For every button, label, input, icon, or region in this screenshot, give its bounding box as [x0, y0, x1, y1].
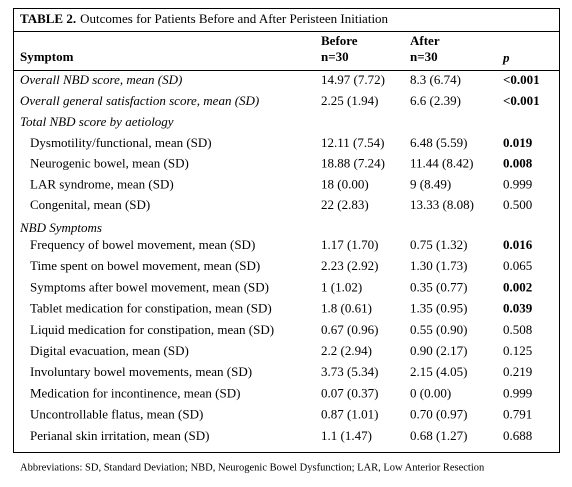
- before-value: 22 (2.83): [321, 197, 369, 212]
- header-after: After: [410, 33, 440, 48]
- p-value: 0.999: [503, 176, 532, 191]
- title-label: TABLE 2.: [20, 11, 76, 26]
- footnote: Abbreviations: SD, Standard Deviation; N…: [20, 462, 485, 473]
- row-label: Involuntary bowel movements, mean (SD): [30, 364, 252, 379]
- row-label: Liquid medication for constipation, mean…: [30, 322, 274, 337]
- title-text: Outcomes for Patients Before and After P…: [80, 11, 388, 26]
- row-label: Tablet medication for constipation, mean…: [30, 301, 272, 316]
- after-value: 1.30 (1.73): [410, 258, 467, 273]
- before-value: 1 (1.02): [321, 279, 362, 294]
- p-value: 0.500: [503, 197, 532, 212]
- p-value: 0.019: [503, 135, 533, 150]
- before-value: 0.87 (1.01): [321, 407, 378, 422]
- row-label: Symptoms after bowel movement, mean (SD): [30, 279, 269, 294]
- p-value: 0.125: [503, 343, 532, 358]
- before-value: 0.07 (0.37): [321, 385, 378, 400]
- after-value: 0.55 (0.90): [410, 322, 467, 337]
- before-value: 1.1 (1.47): [321, 428, 372, 443]
- row-label: Perianal skin irritation, mean (SD): [30, 428, 209, 443]
- before-value: 2.25 (1.94): [321, 93, 378, 108]
- after-value: 0.68 (1.27): [410, 428, 467, 443]
- p-value: 0.508: [503, 322, 532, 337]
- row-label: Time spent on bowel movement, mean (SD): [30, 258, 260, 273]
- p-value: <0.001: [503, 72, 540, 87]
- p-value: 0.002: [503, 279, 532, 294]
- after-value: 0.75 (1.32): [410, 237, 467, 252]
- row-label: Neurogenic bowel, mean (SD): [30, 156, 189, 171]
- p-value: 0.039: [503, 301, 533, 316]
- table-border: [13, 8, 560, 453]
- row-label: LAR syndrome, mean (SD): [30, 176, 174, 191]
- p-value: 0.016: [503, 237, 533, 252]
- p-value: <0.001: [503, 93, 540, 108]
- p-value: 0.008: [503, 156, 533, 171]
- before-value: 2.2 (2.94): [321, 343, 372, 358]
- header-symptom: Symptom: [20, 49, 74, 64]
- header-before-n: n=30: [321, 49, 349, 64]
- row-label: Medication for incontinence, mean (SD): [30, 385, 240, 400]
- before-value: 1.17 (1.70): [321, 237, 378, 252]
- before-value: 2.23 (2.92): [321, 258, 378, 273]
- table-title: TABLE 2. Outcomes for Patients Before and…: [20, 11, 389, 26]
- p-value: 0.065: [503, 258, 532, 273]
- group-title: Total NBD score by aetiology: [20, 114, 174, 129]
- p-value: 0.999: [503, 385, 532, 400]
- row-label: Uncontrollable flatus, mean (SD): [30, 407, 203, 422]
- after-value: 8.3 (6.74): [410, 72, 461, 87]
- after-value: 11.44 (8.42): [410, 156, 473, 171]
- header-p: p: [502, 50, 510, 65]
- after-value: 0 (0.00): [410, 385, 451, 400]
- row-label: Congenital, mean (SD): [30, 197, 150, 212]
- p-value: 0.791: [503, 407, 532, 422]
- row-label: Digital evacuation, mean (SD): [30, 343, 189, 358]
- row-label: Frequency of bowel movement, mean (SD): [30, 237, 255, 252]
- group-title: NBD Symptoms: [19, 220, 102, 235]
- p-value: 0.688: [503, 428, 532, 443]
- after-value: 0.70 (0.97): [410, 407, 467, 422]
- before-value: 18.88 (7.24): [321, 156, 385, 171]
- before-value: 1.8 (0.61): [321, 301, 372, 316]
- row-label: Overall NBD score, mean (SD): [20, 72, 182, 87]
- p-value: 0.219: [503, 364, 532, 379]
- after-value: 0.90 (2.17): [410, 343, 467, 358]
- header-after-n: n=30: [410, 49, 438, 64]
- after-value: 0.35 (0.77): [410, 279, 467, 294]
- before-value: 12.11 (7.54): [321, 135, 384, 150]
- after-value: 6.6 (2.39): [410, 93, 461, 108]
- before-value: 3.73 (5.34): [321, 364, 378, 379]
- after-value: 13.33 (8.08): [410, 197, 474, 212]
- after-value: 6.48 (5.59): [410, 135, 467, 150]
- row-label: Dysmotility/functional, mean (SD): [30, 135, 212, 150]
- before-value: 14.97 (7.72): [321, 72, 385, 87]
- before-value: 0.67 (0.96): [321, 322, 378, 337]
- before-value: 18 (0.00): [321, 176, 369, 191]
- after-value: 2.15 (4.05): [410, 364, 467, 379]
- header-before: Before: [321, 33, 358, 48]
- after-value: 9 (8.49): [410, 176, 451, 191]
- row-label: Overall general satisfaction score, mean…: [20, 93, 259, 108]
- after-value: 1.35 (0.95): [410, 301, 467, 316]
